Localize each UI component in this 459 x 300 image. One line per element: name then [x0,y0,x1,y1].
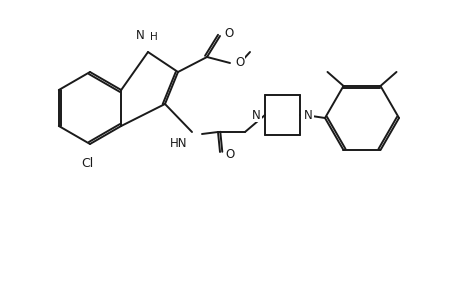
Text: N: N [303,109,312,122]
Text: N: N [136,29,145,42]
Text: Cl: Cl [81,157,93,170]
Text: H: H [150,32,157,42]
Text: HN: HN [169,137,187,150]
Text: O: O [224,148,234,160]
Text: O: O [224,26,233,40]
Text: O: O [235,56,244,68]
Text: N: N [252,109,260,122]
